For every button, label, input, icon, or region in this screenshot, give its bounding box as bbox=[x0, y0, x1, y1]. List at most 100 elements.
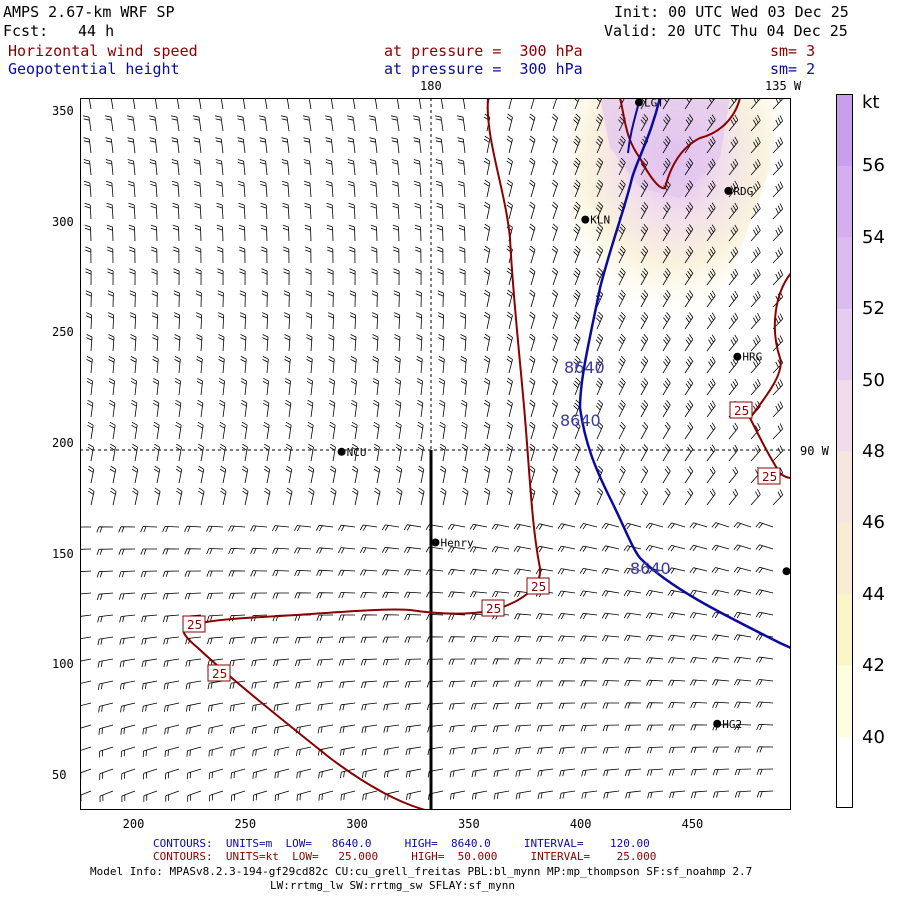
wind-barb bbox=[483, 311, 491, 330]
wind-barb bbox=[438, 98, 444, 110]
legend-unit: kt bbox=[862, 92, 880, 113]
wind-barb bbox=[684, 356, 694, 374]
wind-barb bbox=[706, 466, 716, 484]
wind-barb bbox=[140, 526, 158, 533]
wind-barb bbox=[369, 159, 378, 176]
wind-barb bbox=[395, 399, 402, 418]
wind-barb bbox=[273, 680, 290, 689]
wind-barb bbox=[506, 135, 513, 154]
wind-barb bbox=[317, 680, 334, 689]
wind-barb bbox=[382, 591, 400, 599]
wind-barb bbox=[121, 768, 136, 780]
wind-barb bbox=[294, 592, 312, 599]
wind-barb bbox=[595, 201, 604, 220]
wind-barb bbox=[755, 544, 774, 551]
wind-barb bbox=[149, 159, 158, 176]
wind-barb bbox=[281, 180, 290, 198]
wind-barb bbox=[536, 680, 553, 687]
wind-barb bbox=[580, 680, 598, 687]
wind-barb bbox=[109, 399, 116, 418]
footer-model-info: Model Info: MPASv8.2.3-194-gf29cd82c CU:… bbox=[90, 865, 753, 878]
wind-barb bbox=[261, 268, 268, 286]
wind-barb bbox=[185, 702, 202, 712]
wind-barb bbox=[415, 290, 422, 308]
wind-barb bbox=[772, 489, 784, 506]
wind-barb bbox=[338, 658, 356, 666]
wind-barb bbox=[415, 268, 422, 286]
wind-barb bbox=[573, 245, 581, 264]
wind-barb bbox=[150, 224, 158, 242]
wind-barb bbox=[415, 246, 422, 264]
wind-barb bbox=[184, 570, 202, 577]
wind-barb bbox=[317, 702, 334, 711]
wind-barb bbox=[645, 522, 664, 529]
wind-barb bbox=[307, 399, 314, 418]
wind-barb bbox=[251, 702, 268, 712]
wind-barb bbox=[196, 356, 203, 374]
wind-barb bbox=[250, 547, 268, 555]
wind-barb bbox=[624, 768, 642, 777]
wind-barb bbox=[216, 224, 224, 242]
wind-barb bbox=[326, 224, 334, 242]
wind-barb bbox=[662, 224, 671, 242]
wind-barb bbox=[506, 289, 513, 308]
wind-barb bbox=[304, 202, 312, 220]
wind-barb bbox=[416, 377, 423, 396]
wind-barb bbox=[437, 246, 444, 264]
wind-barb bbox=[558, 724, 576, 732]
wind-barb bbox=[750, 357, 761, 374]
wind-barb bbox=[558, 613, 576, 620]
wind-barb bbox=[535, 523, 554, 530]
wind-barb bbox=[492, 636, 510, 643]
wind-barb bbox=[187, 790, 202, 802]
wind-barb bbox=[595, 311, 604, 330]
wind-barb bbox=[218, 377, 225, 396]
wind-barb bbox=[529, 223, 536, 242]
wind-barb bbox=[413, 115, 422, 132]
wind-barb bbox=[305, 290, 312, 308]
wind-barb bbox=[750, 423, 761, 440]
wind-barb bbox=[175, 399, 182, 418]
wind-barb bbox=[328, 356, 335, 374]
wind-barb bbox=[165, 768, 180, 780]
wind-barb bbox=[580, 657, 598, 665]
wind-barb bbox=[413, 180, 422, 198]
wind-barb bbox=[240, 334, 247, 352]
wind-barb bbox=[349, 246, 356, 264]
wind-barb bbox=[706, 334, 716, 352]
wind-barb bbox=[595, 223, 604, 242]
wind-barb bbox=[461, 399, 468, 418]
wind-barb bbox=[602, 724, 620, 732]
wind-barb bbox=[755, 589, 774, 596]
wind-barb bbox=[350, 356, 357, 374]
wind-barb bbox=[418, 487, 425, 506]
wind-barb bbox=[173, 312, 181, 330]
wind-barb bbox=[110, 487, 117, 506]
wind-barb bbox=[558, 635, 576, 642]
wind-barb bbox=[579, 545, 598, 552]
wind-barb bbox=[573, 179, 581, 198]
wind-barb bbox=[98, 724, 114, 735]
wind-barb bbox=[772, 379, 784, 396]
wind-barb bbox=[261, 312, 269, 330]
y-tick-label: 50 bbox=[52, 767, 67, 782]
wind-barb bbox=[435, 137, 444, 154]
wind-barb bbox=[457, 159, 466, 176]
wind-barb bbox=[172, 224, 180, 242]
wind-barb bbox=[471, 768, 488, 778]
wind-barb bbox=[352, 487, 359, 506]
wind-barb bbox=[361, 746, 378, 756]
wind-barb bbox=[262, 98, 268, 110]
wind-barb bbox=[470, 591, 488, 598]
wind-barb bbox=[756, 746, 774, 753]
speed-label-6: 25 bbox=[212, 667, 227, 681]
wind-barb bbox=[193, 180, 202, 198]
wind-barb bbox=[86, 334, 93, 352]
wind-barb bbox=[88, 487, 95, 506]
wind-barb bbox=[195, 312, 203, 330]
wind-barb bbox=[447, 568, 466, 576]
wind-barb bbox=[458, 224, 466, 242]
wind-barb bbox=[360, 680, 378, 689]
wind-barb bbox=[87, 421, 94, 440]
wind-barb bbox=[728, 246, 739, 264]
